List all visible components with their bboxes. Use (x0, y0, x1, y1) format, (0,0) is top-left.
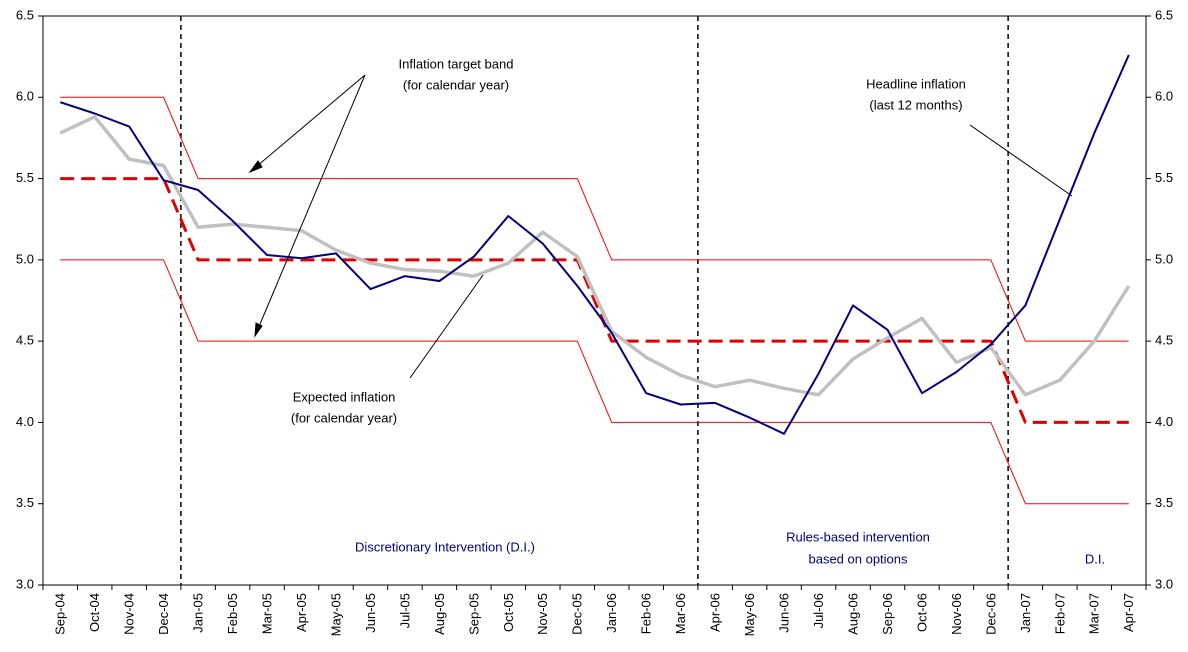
y2-tick-label: 6.0 (1155, 89, 1173, 104)
x-tick-label: Mar-06 (673, 593, 688, 634)
x-tick-label: Jan-06 (604, 593, 619, 633)
x-tick-label: Feb-05 (225, 593, 240, 634)
leader-line (969, 124, 1073, 197)
x-tick-label: Oct-06 (914, 593, 929, 632)
x-tick-label: Nov-06 (949, 593, 964, 635)
x-tick-label: Nov-05 (535, 593, 550, 635)
x-tick-label: Apr-07 (1121, 593, 1136, 632)
y-tick-label: 6.0 (16, 89, 34, 104)
x-tick-label: Jan-05 (191, 593, 206, 633)
annotation: Expected inflation (293, 389, 396, 404)
x-tick-label: Jul-05 (397, 593, 412, 628)
x-tick-label: Aug-05 (432, 593, 447, 635)
x-tick-label: Jun-06 (777, 593, 792, 633)
series-line (59, 115, 1131, 397)
arrow (249, 74, 366, 173)
x-tick-label: Nov-04 (122, 593, 137, 635)
x-tick-label: Jul-06 (811, 593, 826, 628)
y-tick-label: 3.5 (16, 495, 34, 510)
series-line (59, 54, 1130, 435)
x-tick-label: May-06 (742, 593, 757, 636)
x-tick-label: Sep-04 (53, 593, 68, 635)
annotation: (for calendar year) (403, 77, 509, 92)
y-tick-label: 5.5 (16, 170, 34, 185)
y-tick-label: 3.0 (16, 576, 34, 591)
x-tick-label: Jan-07 (1018, 593, 1033, 633)
annotation: (for calendar year) (291, 410, 397, 425)
y2-tick-label: 3.0 (1155, 576, 1173, 591)
x-tick-label: Mar-07 (1087, 593, 1102, 634)
y-tick-label: 4.0 (16, 414, 34, 429)
arrow-head (254, 322, 263, 338)
y2-tick-label: 5.0 (1155, 251, 1173, 266)
x-tick-label: Mar-05 (259, 593, 274, 634)
x-tick-label: Sep-06 (880, 593, 895, 635)
y-tick-label: 4.5 (16, 333, 34, 348)
x-tick-label: Oct-04 (87, 593, 102, 632)
annotation: Rules-based intervention (786, 529, 930, 544)
annotation: Headline inflation (866, 76, 966, 91)
series-line (60, 96, 1129, 342)
annotation: based on options (808, 551, 908, 566)
annotation: Inflation target band (399, 56, 514, 71)
x-tick-label: Apr-05 (294, 593, 309, 632)
y-tick-label: 5.0 (16, 251, 34, 266)
x-tick-label: Feb-06 (639, 593, 654, 634)
y-tick-label: 6.5 (16, 7, 34, 22)
y2-tick-label: 4.0 (1155, 414, 1173, 429)
x-tick-label: Sep-05 (466, 593, 481, 635)
arrow (254, 74, 366, 337)
series-line (60, 259, 1129, 505)
y2-tick-label: 6.5 (1155, 7, 1173, 22)
annotation-arrows (248, 74, 1073, 379)
x-tick-label: May-05 (328, 593, 343, 636)
series-line (60, 177, 1129, 424)
leader-line (409, 274, 484, 379)
x-tick-label: Apr-06 (708, 593, 723, 632)
annotation: (last 12 months) (869, 97, 962, 112)
annotation: D.I. (1085, 551, 1105, 566)
y2-tick-label: 5.5 (1155, 170, 1173, 185)
x-tick-label: Dec-06 (983, 593, 998, 635)
annotation: Discretionary Intervention (D.I.) (355, 539, 535, 554)
y2-tick-label: 4.5 (1155, 333, 1173, 348)
x-tick-label: Aug-06 (845, 593, 860, 635)
y2-tick-label: 3.5 (1155, 495, 1173, 510)
x-tick-label: Jun-05 (363, 593, 378, 633)
x-tick-label: Oct-05 (501, 593, 516, 632)
x-tick-label: Dec-04 (156, 593, 171, 635)
x-tick-label: Feb-07 (1052, 593, 1067, 634)
arrow-head (248, 160, 263, 174)
x-tick-label: Dec-05 (570, 593, 585, 635)
plot: 3.0 3.5 4.0 4.5 5.0 5.5 6.0 6.5 3.0 3.5 4.0 4.5 5.0 5… (16, 7, 1173, 636)
